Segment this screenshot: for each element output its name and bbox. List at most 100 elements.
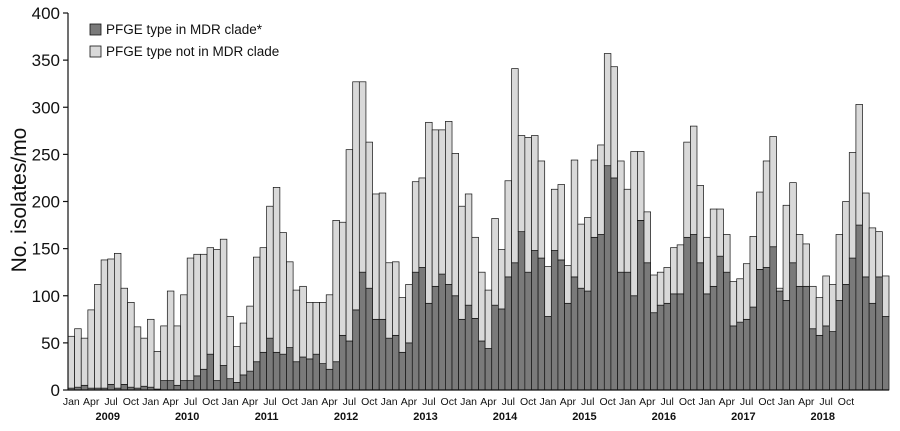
x-tick-label: Apr (242, 396, 259, 408)
y-tick-label: 100 (32, 287, 60, 306)
bar-non-mdr (378, 192, 387, 320)
bar-mdr (471, 318, 479, 391)
bar-non-mdr (94, 284, 102, 389)
bar-mdr (378, 318, 387, 391)
legend-label-non-mdr: PFGE type not in MDR clade (106, 44, 279, 59)
bar-mdr (630, 295, 638, 391)
bar-mdr (425, 302, 433, 391)
bar-mdr (219, 365, 228, 391)
y-tick-label: 400 (32, 4, 60, 23)
bar-non-mdr (425, 121, 433, 304)
bar-mdr (299, 356, 307, 391)
bar-non-mdr (438, 129, 446, 275)
bar-mdr (372, 318, 380, 391)
bar-non-mdr (584, 217, 592, 292)
bar-non-mdr (723, 234, 731, 273)
bar-non-mdr (253, 256, 261, 363)
bar-non-mdr (683, 141, 691, 238)
bar-mdr (445, 284, 453, 391)
legend-label-mdr: PFGE type in MDR clade* (106, 22, 263, 37)
bar-non-mdr (544, 266, 552, 317)
legend-swatch-mdr (89, 23, 102, 36)
bar-mdr (749, 306, 757, 391)
bar-mdr (451, 295, 459, 391)
bar-mdr (411, 271, 420, 391)
bar-non-mdr (120, 287, 128, 385)
x-tick-label: Jan (460, 396, 477, 408)
bar-mdr (239, 374, 248, 391)
bar-non-mdr (266, 205, 274, 339)
bar-mdr (650, 312, 658, 391)
bar-mdr (365, 287, 373, 391)
bar-mdr (272, 351, 281, 391)
y-tick-label: 300 (32, 98, 60, 117)
bar-mdr (557, 259, 565, 391)
bar-non-mdr (173, 325, 181, 386)
bar-non-mdr (564, 265, 572, 304)
bar-non-mdr (557, 184, 565, 261)
bar-mdr (670, 293, 678, 391)
bar-non-mdr (213, 249, 221, 381)
x-tick-label: Jan (63, 396, 80, 408)
bar-mdr (802, 285, 810, 391)
bar-mdr (325, 368, 334, 391)
bar-non-mdr (531, 135, 539, 251)
bar-non-mdr (431, 129, 440, 287)
bar-mdr (776, 290, 784, 391)
x-tick-label: Oct (838, 396, 854, 408)
x-tick-label: Jan (698, 396, 715, 408)
bar-mdr (663, 302, 671, 391)
bar-mdr (206, 353, 215, 391)
bar-non-mdr (392, 261, 400, 336)
bar-mdr (431, 285, 440, 391)
bar-non-mdr (590, 159, 599, 238)
bar-mdr (233, 382, 241, 391)
bar-non-mdr (703, 236, 711, 295)
bar-non-mdr (504, 180, 512, 278)
y-tick-label: 150 (32, 240, 60, 259)
bar-non-mdr (809, 285, 817, 330)
bar-non-mdr (87, 309, 95, 389)
bar-mdr (756, 269, 764, 391)
bar-mdr (690, 234, 698, 391)
bar-non-mdr (299, 285, 307, 358)
bar-mdr (279, 353, 287, 391)
x-tick-label: Jan (301, 396, 318, 408)
year-label: 2009 (95, 411, 119, 423)
bar-non-mdr (623, 188, 632, 273)
bar-non-mdr (200, 253, 208, 370)
bar-non-mdr (74, 328, 82, 388)
bar-non-mdr (471, 236, 479, 319)
x-tick-label: Apr (83, 396, 100, 408)
bar-non-mdr (206, 247, 215, 355)
bar-mdr (107, 384, 115, 391)
bar-non-mdr (345, 149, 354, 342)
y-tick-label: 350 (32, 51, 60, 70)
bar-mdr (517, 231, 526, 391)
x-tick-label: Oct (202, 396, 218, 408)
y-tick-label: 250 (32, 145, 60, 164)
bar-non-mdr (709, 208, 718, 287)
bar-mdr (815, 334, 824, 391)
bar-non-mdr (822, 275, 830, 327)
bar-non-mdr (372, 193, 380, 320)
bar-mdr (253, 361, 261, 391)
x-tick-label: Jan (381, 396, 398, 408)
bar-non-mdr (802, 243, 810, 287)
bar-non-mdr (835, 234, 844, 301)
bar-non-mdr (67, 335, 75, 389)
x-tick-label: Jan (540, 396, 557, 408)
bar-mdr (590, 236, 599, 391)
bar-non-mdr (306, 302, 314, 360)
bar-mdr (173, 384, 181, 391)
bar-mdr (537, 257, 546, 391)
bar-mdr (829, 331, 837, 391)
bar-mdr (716, 255, 724, 391)
bar-non-mdr (113, 252, 122, 389)
bar-non-mdr (484, 289, 493, 349)
bar-non-mdr (862, 192, 870, 278)
bar-mdr (319, 363, 327, 391)
bar-mdr (186, 380, 195, 391)
bar-non-mdr (411, 181, 420, 273)
